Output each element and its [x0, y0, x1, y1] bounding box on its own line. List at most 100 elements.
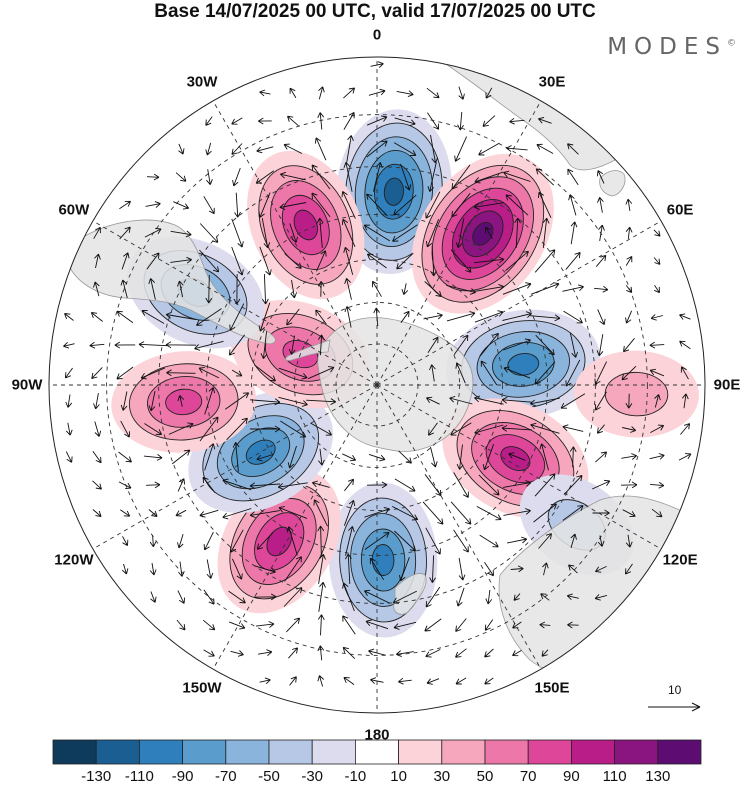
wind-arrow — [277, 482, 308, 490]
wind-arrow — [287, 115, 299, 127]
wind-arrow — [514, 217, 521, 249]
wind-arrow — [225, 392, 250, 410]
wind-arrow — [625, 285, 633, 294]
wind-arrow — [144, 423, 163, 435]
wind-arrow — [455, 218, 465, 249]
wind-arrow — [455, 618, 467, 632]
longitude-label-30e: 30E — [538, 73, 566, 91]
anomaly-contour — [472, 221, 494, 246]
wind-arrow — [396, 252, 414, 270]
wind-arrow — [366, 253, 387, 269]
wind-arrow — [194, 340, 224, 351]
wind-arrow — [570, 533, 577, 549]
wind-arrow — [503, 508, 531, 516]
colorbar-tick-label: 30 — [433, 768, 451, 785]
wind-arrow — [92, 480, 102, 490]
wind-arrow — [485, 589, 493, 605]
wind-arrow — [450, 422, 472, 436]
wind-arrow — [567, 168, 579, 186]
wind-arrow — [425, 527, 441, 555]
wind-arrow — [501, 425, 533, 432]
wind-arrow — [424, 474, 442, 497]
wind-arrow — [165, 311, 196, 320]
wind-arrow — [199, 416, 219, 442]
wind-arrow — [262, 273, 269, 305]
wind-arrow — [256, 532, 274, 550]
wind-arrow — [93, 281, 100, 297]
wind-arrow — [592, 509, 610, 517]
wind-arrow — [249, 482, 281, 490]
wind-reference-arrow — [648, 702, 701, 712]
wind-arrow — [203, 589, 215, 605]
wind-arrow — [479, 332, 499, 357]
meridian-line — [92, 220, 378, 386]
wind-arrow — [345, 553, 352, 585]
wind-arrow — [165, 341, 197, 349]
wind-arrow — [341, 218, 356, 247]
wind-arrow — [502, 282, 532, 295]
wind-arrow — [482, 444, 495, 471]
wind-arrow — [118, 481, 132, 489]
wind-arrow — [542, 217, 550, 248]
wind-arrow — [680, 423, 691, 435]
wind-arrow — [289, 223, 298, 243]
wind-arrow — [623, 338, 635, 353]
wind-arrow — [393, 194, 417, 216]
wind-arrow — [533, 503, 557, 523]
longitude-label-150w: 150W — [182, 679, 222, 697]
wind-arrow — [344, 306, 352, 328]
wind-arrow — [148, 391, 156, 412]
wind-arrow — [562, 505, 584, 521]
wind-arrow — [342, 582, 355, 612]
colorbar — [52, 739, 702, 765]
wind-arrow — [427, 112, 440, 130]
wind-arrow — [456, 444, 464, 470]
wind-arrow — [650, 314, 664, 321]
wind-arrow — [423, 312, 443, 320]
colorbar-tick-label: -10 — [344, 768, 367, 785]
wind-arrow — [311, 192, 331, 218]
wind-arrow — [426, 87, 440, 99]
wind-arrow — [563, 310, 583, 324]
colorbar-swatch — [354, 739, 399, 765]
wind-arrow — [507, 536, 528, 544]
wind-arrow — [484, 619, 494, 631]
wind-arrow — [232, 167, 241, 187]
wind-arrow — [118, 451, 132, 463]
wind-arrow — [286, 308, 300, 326]
wind-arrow — [502, 311, 532, 321]
wind-arrow — [534, 361, 556, 385]
anomaly-contour — [360, 528, 406, 592]
wind-arrow — [568, 194, 577, 216]
meridian-line — [212, 100, 378, 386]
wind-arrow — [230, 529, 244, 553]
wind-arrow — [255, 621, 275, 628]
colorbar-tick-label: 110 — [602, 768, 627, 785]
wind-arrow — [205, 116, 213, 126]
wind-arrow — [596, 424, 605, 434]
wind-arrow — [570, 221, 578, 245]
colorbar-tick-label: 130 — [645, 768, 671, 785]
anomaly-center-1 — [411, 153, 554, 314]
wind-arrow — [430, 245, 437, 277]
wind-arrow — [170, 230, 192, 238]
wind-arrow — [284, 556, 302, 582]
wind-arrow — [679, 340, 691, 350]
wind-arrow — [474, 310, 504, 323]
wind-arrow — [342, 646, 356, 660]
wind-arrow — [145, 201, 161, 208]
wind-arrow — [456, 587, 465, 607]
wind-arrow — [506, 145, 528, 152]
wind-arrow — [654, 285, 660, 294]
meridian-line — [92, 384, 378, 550]
colorbar-tick-label: -130 — [81, 768, 112, 785]
wind-arrow — [64, 313, 74, 321]
wind-arrow — [343, 87, 356, 99]
wind-arrow — [426, 396, 440, 405]
colorbar-swatch — [614, 739, 659, 765]
wind-arrow — [144, 228, 162, 238]
wind-arrow — [279, 171, 306, 181]
wind-arrow — [678, 453, 692, 461]
wind-arrow — [596, 334, 604, 357]
wind-arrow — [316, 250, 327, 272]
